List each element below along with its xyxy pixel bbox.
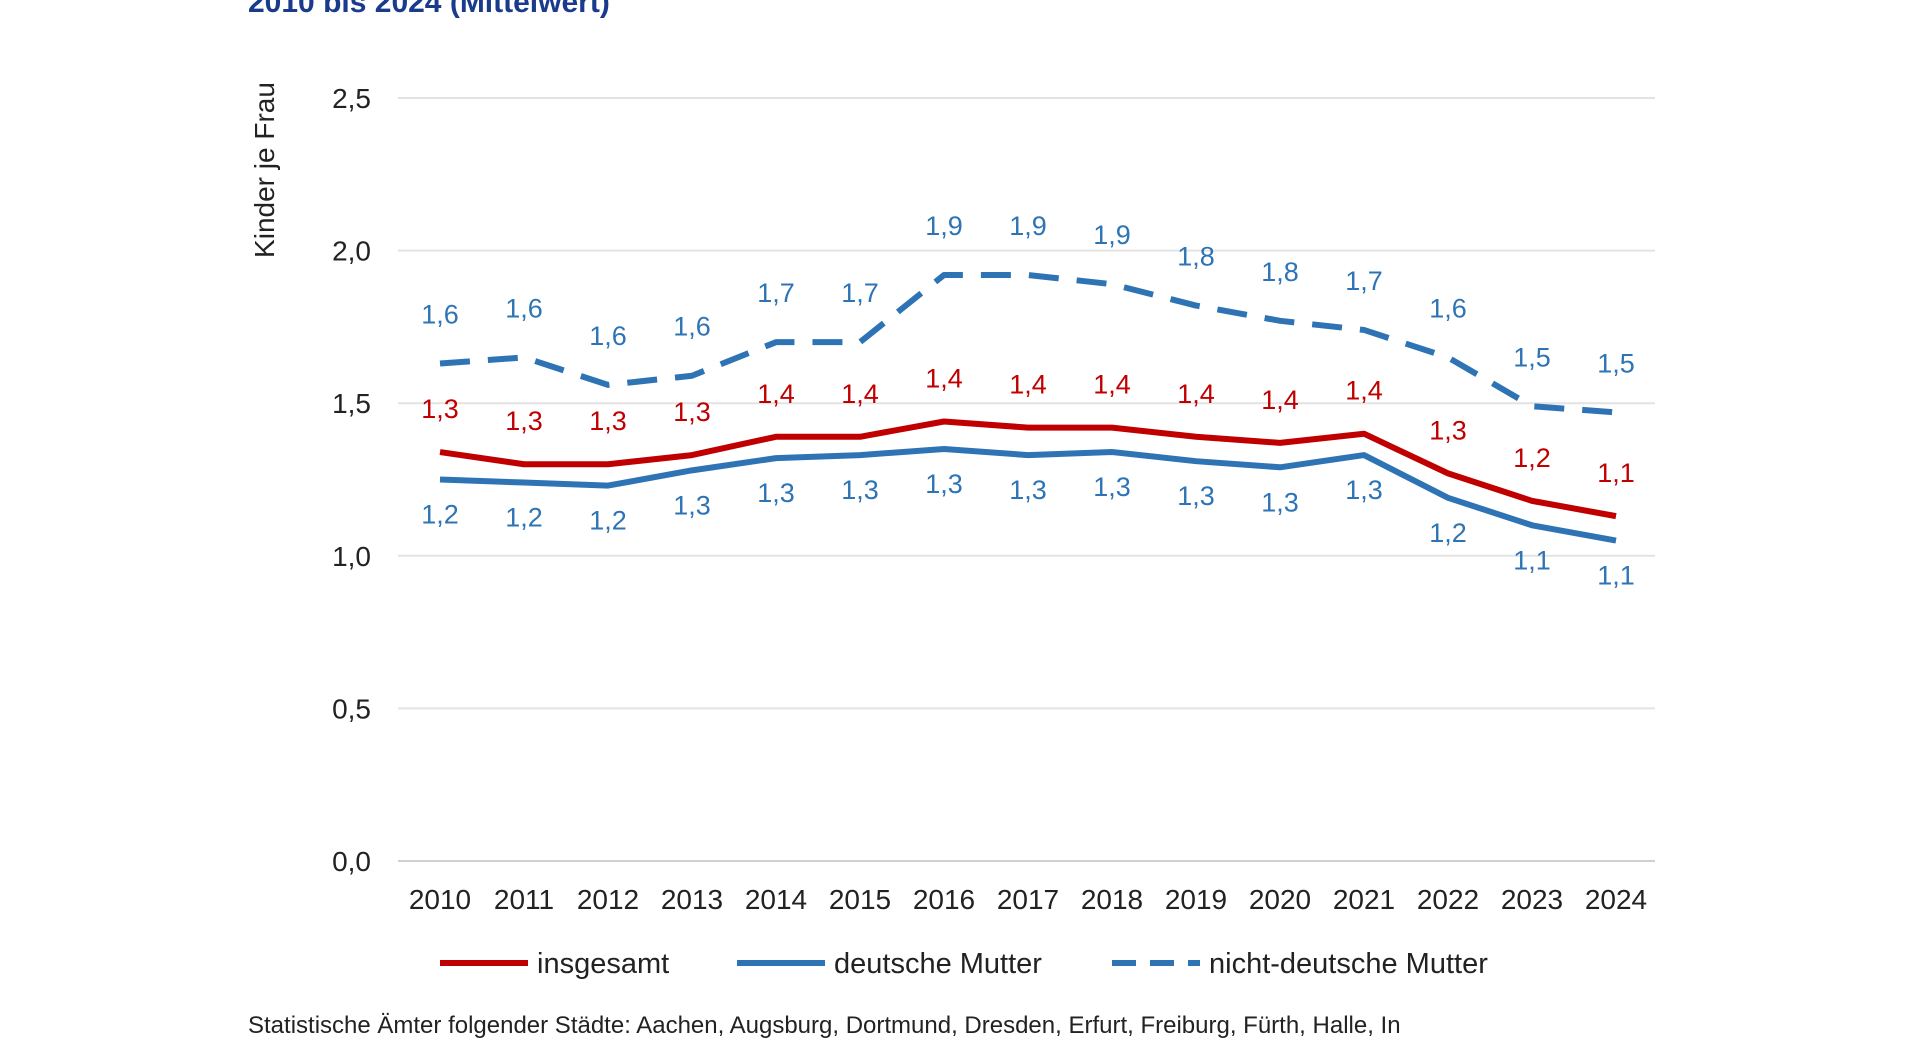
data-label: 1,4 <box>1345 376 1383 406</box>
data-label: 1,4 <box>925 364 963 394</box>
data-label: 1,2 <box>505 503 543 533</box>
data-label: 1,4 <box>757 379 795 409</box>
x-tick-label: 2024 <box>1585 884 1647 915</box>
data-label: 1,5 <box>1597 348 1635 378</box>
data-label: 1,8 <box>1177 242 1215 272</box>
data-label: 1,2 <box>421 500 459 530</box>
x-tick-label: 2018 <box>1081 884 1143 915</box>
y-tick-label: 0,0 <box>332 846 371 877</box>
legend: insgesamt deutsche Mutter nicht-deutsche M… <box>440 948 1488 980</box>
x-tick-label: 2012 <box>577 884 639 915</box>
data-label: 1,3 <box>1345 475 1383 505</box>
data-label: 1,3 <box>421 394 459 424</box>
data-label: 1,3 <box>505 406 543 436</box>
data-label: 1,1 <box>1597 458 1635 488</box>
y-tick-label: 1,5 <box>332 388 371 419</box>
data-label: 1,3 <box>1093 472 1131 502</box>
data-label: 1,5 <box>1513 342 1551 372</box>
x-tick-label: 2022 <box>1417 884 1479 915</box>
series-line-2 <box>439 445 1617 544</box>
data-label: 1,3 <box>1177 481 1215 511</box>
x-tick-label: 2017 <box>997 884 1059 915</box>
gridlines <box>398 97 1655 862</box>
data-label: 1,1 <box>1597 561 1635 591</box>
x-tick-label: 2014 <box>745 884 807 915</box>
x-tick-label: 2020 <box>1249 884 1311 915</box>
data-label: 1,6 <box>421 300 459 330</box>
series-line-3 <box>439 272 1617 416</box>
x-tick-label: 2023 <box>1501 884 1563 915</box>
data-label: 1,9 <box>1093 220 1131 250</box>
data-label: 1,4 <box>1093 370 1131 400</box>
data-label: 1,4 <box>1177 379 1215 409</box>
data-label: 1,4 <box>841 379 879 409</box>
y-tick-label: 0,5 <box>332 693 371 724</box>
x-tick-label: 2021 <box>1333 884 1395 915</box>
x-tick-label: 2010 <box>409 884 471 915</box>
data-label: 1,6 <box>589 321 627 351</box>
data-label: 1,2 <box>1429 518 1467 548</box>
data-label: 1,3 <box>673 490 711 520</box>
data-label: 1,3 <box>841 475 879 505</box>
data-label: 1,4 <box>1261 385 1299 415</box>
data-label: 1,7 <box>1345 266 1383 296</box>
x-tick-label: 2016 <box>913 884 975 915</box>
data-label: 1,7 <box>841 278 879 308</box>
data-label: 1,3 <box>1261 487 1299 517</box>
data-label: 1,2 <box>589 506 627 536</box>
data-label: 1,3 <box>1009 475 1047 505</box>
data-labels: 1,3 1,3 1,3 1,3 1,4 1,4 1,4 1,4 1,4 1,4 1,4 1,4 1,3 1… <box>421 211 1635 591</box>
data-label: 1,1 <box>1513 545 1551 575</box>
legend-label-1: insgesamt <box>537 948 669 980</box>
x-tick-label: 2019 <box>1165 884 1227 915</box>
data-label: 1,3 <box>925 469 963 499</box>
y-tick-label: 2,5 <box>332 83 371 114</box>
x-tick-label: 2011 <box>494 884 554 915</box>
data-label: 1,4 <box>1009 370 1047 400</box>
legend-label-3: nicht-deutsche Mutter <box>1209 948 1488 980</box>
y-tick-label: 1,0 <box>332 541 371 572</box>
data-label: 1,3 <box>673 397 711 427</box>
data-label: 1,9 <box>925 211 963 241</box>
data-label: 1,7 <box>757 278 795 308</box>
data-label: 1,6 <box>1429 293 1467 323</box>
data-label: 1,2 <box>1513 443 1551 473</box>
data-label: 1,6 <box>505 293 543 323</box>
data-label: 1,6 <box>673 312 711 342</box>
data-label: 1,8 <box>1261 257 1299 287</box>
y-axis-label: Kinder je Frau <box>249 82 280 258</box>
data-label: 1,3 <box>589 406 627 436</box>
chart-title: 2010 bis 2024 (Mittelwert) <box>248 0 610 19</box>
legend-label-2: deutsche Mutter <box>834 948 1042 980</box>
axis-ticks: 0,0 0,5 1,0 1,5 2,0 2,5 2010 2011 2012 2013 2014 20… <box>332 83 1647 915</box>
data-label: 1,3 <box>1429 415 1467 445</box>
series-lines <box>439 272 1617 544</box>
y-tick-label: 2,0 <box>332 236 371 267</box>
data-label: 1,3 <box>757 478 795 508</box>
series-line-1 <box>439 418 1617 520</box>
footnote: Statistische Ämter folgender Städte: Aac… <box>248 1012 1401 1039</box>
data-label: 1,9 <box>1009 211 1047 241</box>
x-tick-label: 2015 <box>829 884 891 915</box>
x-tick-label: 2013 <box>661 884 723 915</box>
